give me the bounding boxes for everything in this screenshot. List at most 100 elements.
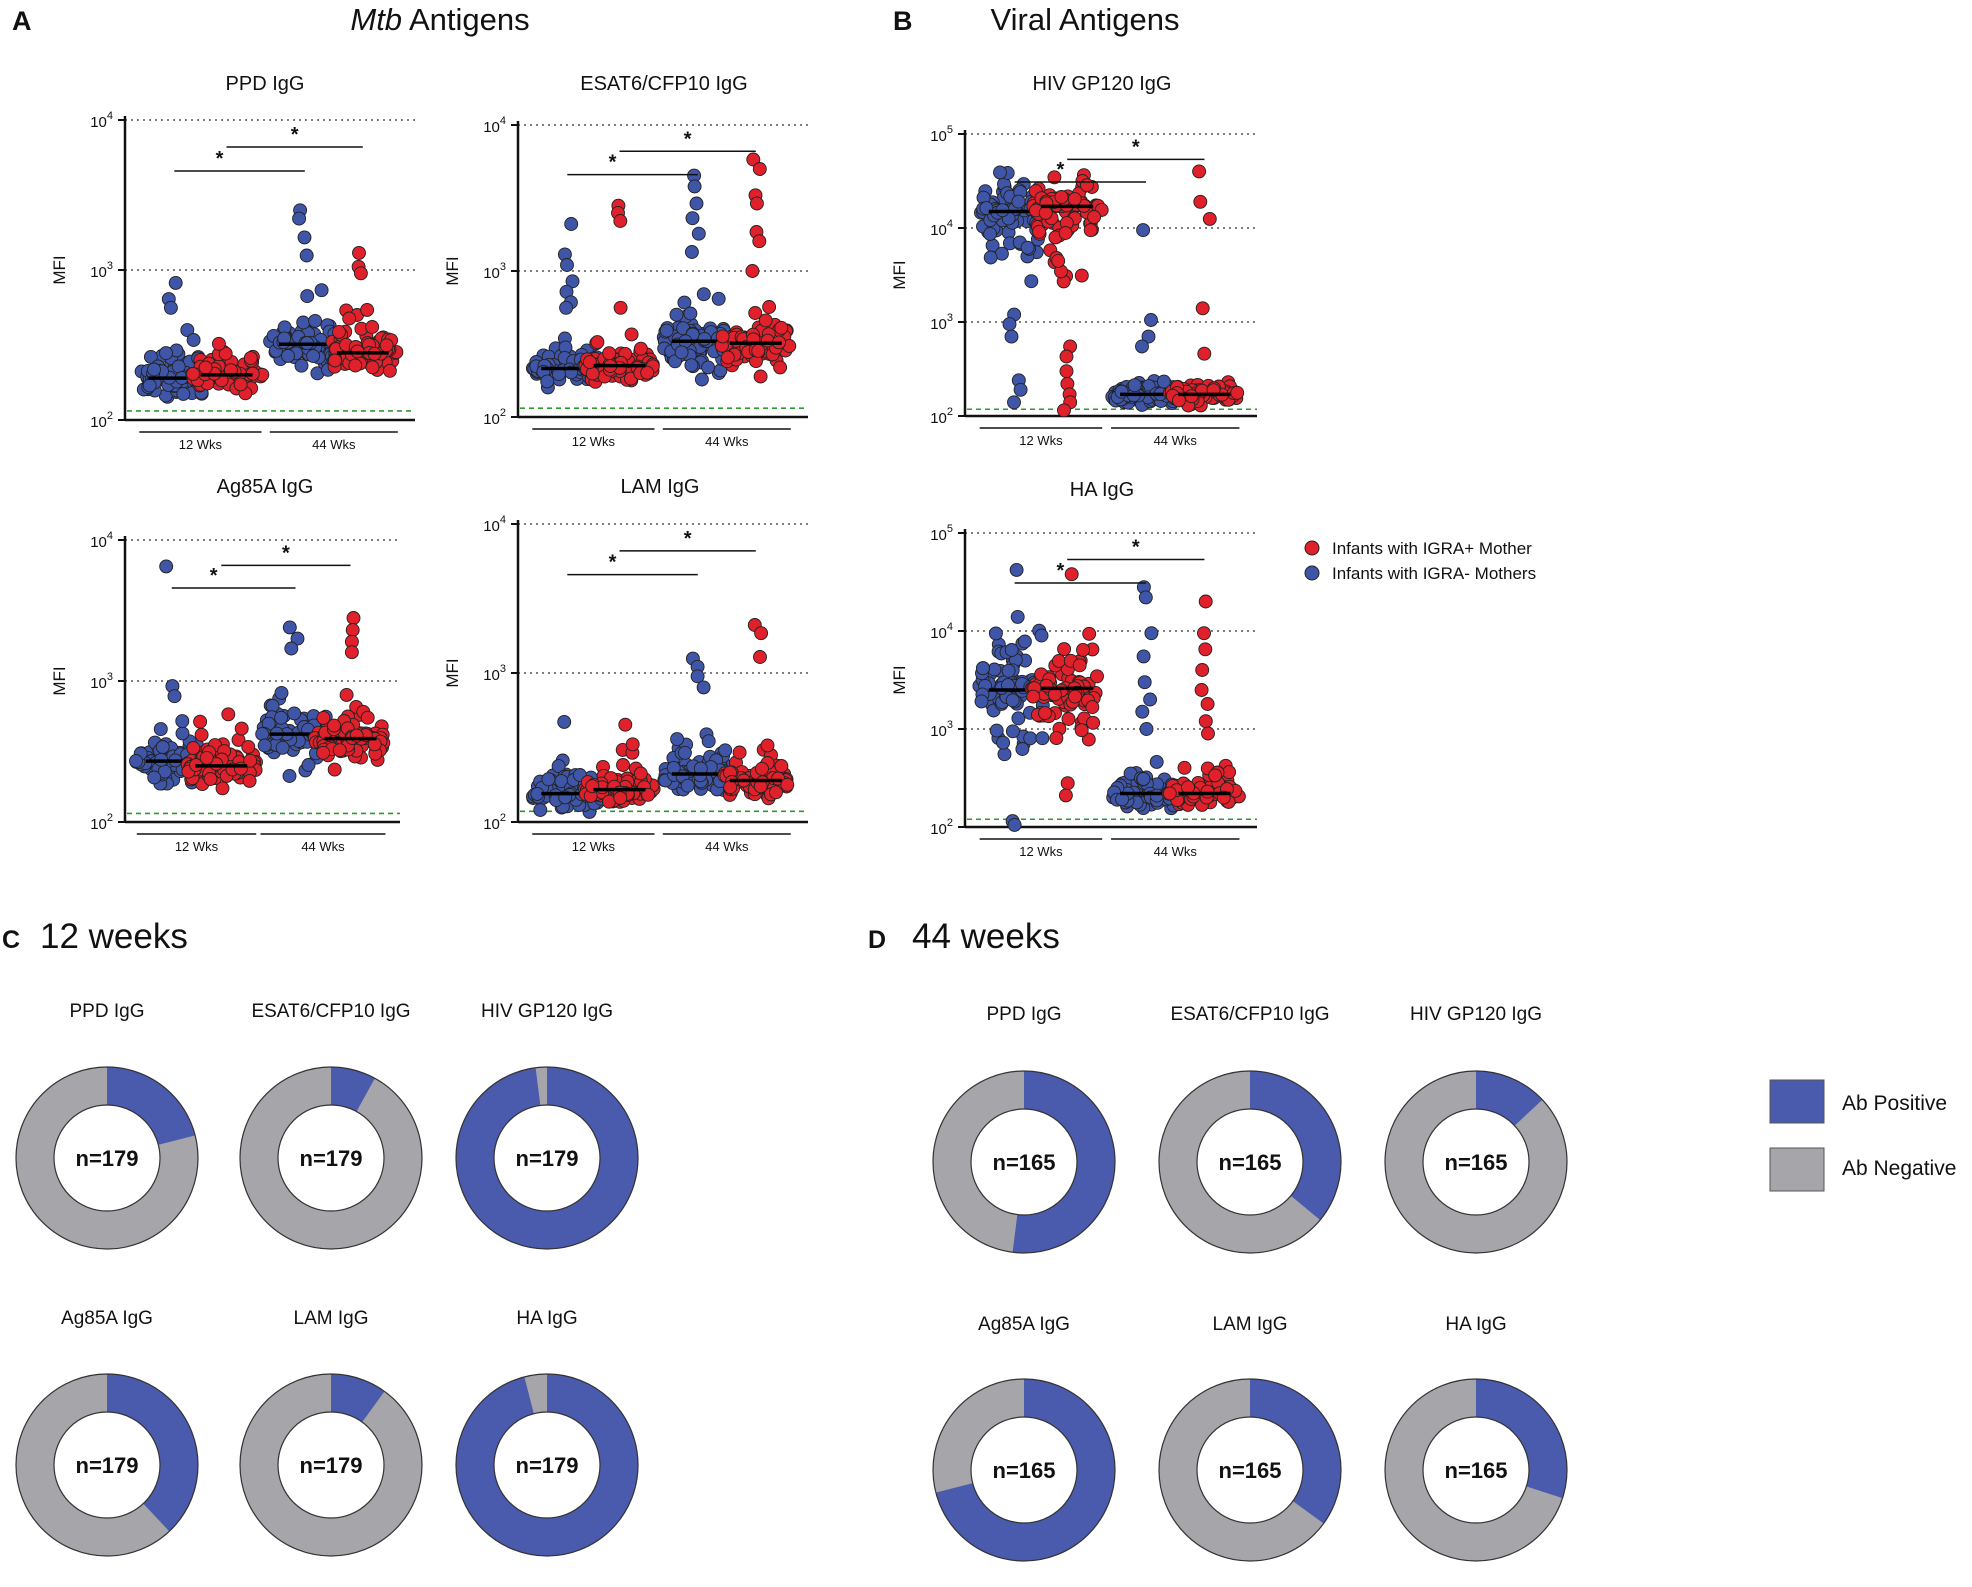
data-point: [175, 726, 190, 741]
y-tick-label: 104: [483, 514, 506, 535]
y-tick-base: 10: [483, 667, 500, 684]
data-point: [180, 323, 195, 338]
data-point-outlier: [1197, 346, 1212, 361]
significance-star: *: [282, 542, 290, 564]
donut-count: n=179: [516, 1146, 579, 1171]
data-point-outlier: [1194, 683, 1209, 697]
y-tick-label: 104: [90, 530, 113, 551]
data-point: [186, 366, 200, 381]
donut-count: n=179: [300, 1453, 363, 1478]
data-point: [974, 694, 989, 709]
data-point: [551, 759, 566, 774]
y-tick-exponent: 2: [947, 817, 953, 829]
y-tick-base: 10: [930, 222, 947, 239]
y-tick-label: 102: [90, 812, 113, 833]
donut-hole: [1422, 1416, 1530, 1524]
y-tick-base: 10: [930, 625, 947, 642]
data-point: [1026, 689, 1041, 704]
y-tick-base: 10: [90, 816, 107, 833]
data-point-outlier: [752, 162, 767, 176]
data-point: [633, 341, 648, 356]
data-point: [1083, 223, 1098, 238]
data-point: [215, 781, 230, 796]
data-point-outlier: [1013, 382, 1028, 397]
data-point: [211, 336, 226, 351]
data-point: [281, 348, 295, 363]
data-point: [1057, 642, 1072, 657]
donut-count: n=179: [76, 1146, 139, 1171]
data-point: [760, 333, 775, 348]
significance-star: *: [216, 148, 224, 170]
data-point: [301, 758, 316, 772]
donut-outline: [15, 1373, 199, 1557]
data-point-outlier: [1202, 211, 1217, 226]
data-point-outlier: [353, 266, 368, 281]
data-point: [1054, 190, 1069, 204]
y-tick-exponent: 3: [500, 663, 506, 675]
y-axis-label: MFI: [50, 666, 69, 695]
y-tick-base: 10: [483, 265, 500, 282]
legend-ab-positive-swatch: [1769, 1079, 1825, 1124]
data-point-outlier: [1195, 301, 1210, 316]
data-point: [1020, 240, 1035, 255]
data-point: [1038, 205, 1053, 220]
data-point: [541, 772, 556, 787]
data-point: [1005, 724, 1020, 739]
significance-star: *: [609, 552, 617, 574]
group-label: 44 Wks: [1154, 433, 1198, 448]
data-point-outlier: [1009, 562, 1024, 577]
data-point: [718, 743, 733, 758]
y-tick-exponent: 5: [947, 124, 953, 136]
y-axis-label: MFI: [890, 260, 909, 289]
data-point: [769, 785, 783, 800]
data-point: [1184, 389, 1199, 404]
data-point: [983, 226, 998, 241]
data-point-outlier: [1007, 395, 1021, 410]
significance-star: *: [684, 128, 692, 150]
donut-hole: [970, 1108, 1078, 1216]
data-point: [1047, 170, 1062, 185]
data-point-outlier: [1141, 329, 1156, 344]
data-point: [997, 747, 1012, 762]
donut-outline: [239, 1373, 423, 1557]
data-point: [1114, 384, 1129, 399]
y-tick-exponent: 4: [107, 110, 113, 122]
data-point: [1004, 643, 1019, 657]
data-point-outlier: [299, 248, 314, 263]
data-point: [590, 335, 605, 350]
data-point-outlier: [752, 234, 767, 249]
data-point-outlier: [1192, 164, 1207, 179]
donut-count: n=165: [993, 1458, 1056, 1483]
data-point-outlier: [163, 300, 178, 315]
data-point-outlier: [1136, 649, 1151, 664]
data-point: [1127, 378, 1142, 393]
data-point: [306, 349, 321, 363]
legend-igra-pos: Infants with IGRA+ Mother: [1332, 539, 1532, 558]
data-point: [1010, 609, 1025, 624]
data-point: [243, 753, 258, 768]
y-tick-base: 10: [930, 821, 947, 838]
data-point-outlier: [168, 275, 183, 290]
data-point: [243, 351, 258, 366]
data-point-outlier: [1004, 329, 1019, 344]
donut-title: Ag85A IgG: [61, 1308, 153, 1329]
y-tick-label: 104: [930, 621, 953, 642]
donut-hole: [277, 1411, 385, 1519]
data-point: [316, 710, 331, 725]
y-tick-label: 105: [930, 523, 953, 544]
data-point: [274, 710, 289, 725]
y-tick-label: 104: [90, 110, 113, 131]
data-point-outlier: [691, 226, 706, 241]
data-point: [360, 710, 375, 725]
data-point: [153, 722, 168, 737]
data-point: [186, 741, 201, 755]
data-point: [365, 360, 380, 375]
donut-legend: Ab Positive Ab Negative: [1769, 1079, 1956, 1192]
data-point: [1015, 742, 1030, 756]
data-point: [1085, 700, 1100, 715]
donut-title: LAM IgG: [294, 1308, 369, 1329]
data-point-outlier: [560, 258, 574, 272]
data-point: [129, 754, 143, 768]
